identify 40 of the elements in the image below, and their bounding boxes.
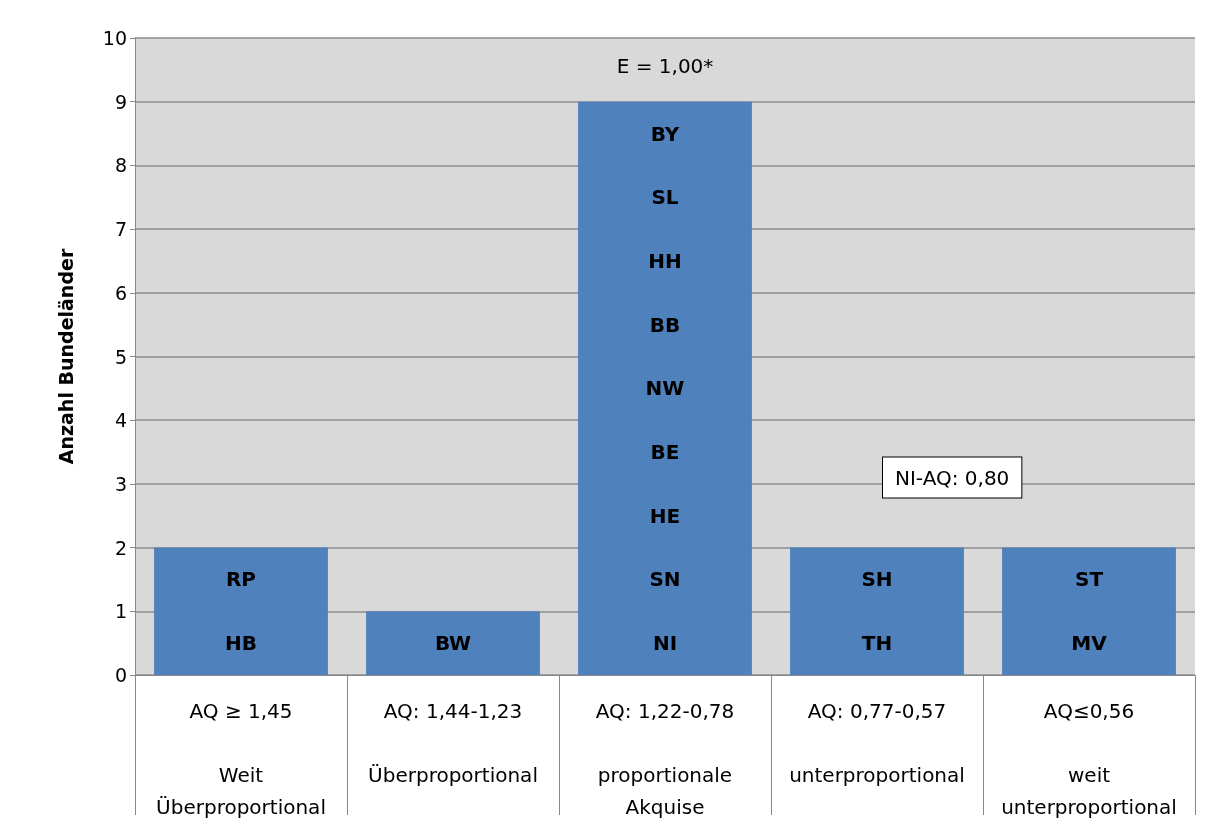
annotation: BW [434, 631, 472, 656]
bar [578, 101, 752, 675]
annotation: BE [650, 440, 680, 465]
category-label: AQ≤0,56 weit unterproportional [1001, 699, 1177, 819]
y-tick-label: 6 [114, 281, 127, 304]
annotation: BY [650, 121, 680, 146]
annotation: NW [645, 376, 685, 401]
y-tick-label: 1 [114, 600, 127, 623]
y-tick-label: 2 [114, 536, 127, 559]
y-tick-label: 8 [114, 154, 127, 177]
y-tick-label: 7 [114, 218, 127, 241]
annotation: NI-AQ: 0,80 [895, 465, 1010, 490]
category-label: AQ: 0,77-0,57 unterproportional [789, 699, 965, 787]
annotation: SL [651, 185, 679, 210]
y-tick-label: 4 [114, 409, 127, 432]
category-label: AQ: 1,22-0,78 proportionale Akquise [595, 699, 735, 819]
annotation: HB [225, 631, 257, 656]
annotation: HH [648, 248, 682, 273]
annotation: RP [225, 567, 257, 592]
y-tick-label: 5 [114, 345, 127, 368]
annotation: BB [649, 312, 681, 337]
bar [366, 611, 540, 675]
annotation: TH [861, 631, 893, 656]
bar [154, 547, 328, 675]
bar [1002, 547, 1176, 675]
annotation: NI [652, 631, 678, 656]
y-axis-title: Anzahl Bundeländer [54, 248, 77, 465]
annotation: SN [649, 567, 681, 592]
annotation: MV [1071, 631, 1108, 656]
y-tick-label: 9 [114, 90, 127, 113]
annotation: E = 1,00* [616, 54, 714, 78]
y-tick-label: 0 [114, 664, 127, 686]
category-label: AQ ≥ 1,45 Weit Überproportional [156, 699, 326, 819]
y-tick-label: 10 [102, 27, 127, 49]
bar [790, 547, 964, 675]
category-label: AQ: 1,44-1,23 Überproportional [368, 699, 538, 787]
y-tick-label: 3 [114, 472, 127, 495]
annotation: ST [1074, 567, 1104, 592]
annotation: SH [861, 567, 893, 592]
annotation: HE [649, 503, 681, 528]
